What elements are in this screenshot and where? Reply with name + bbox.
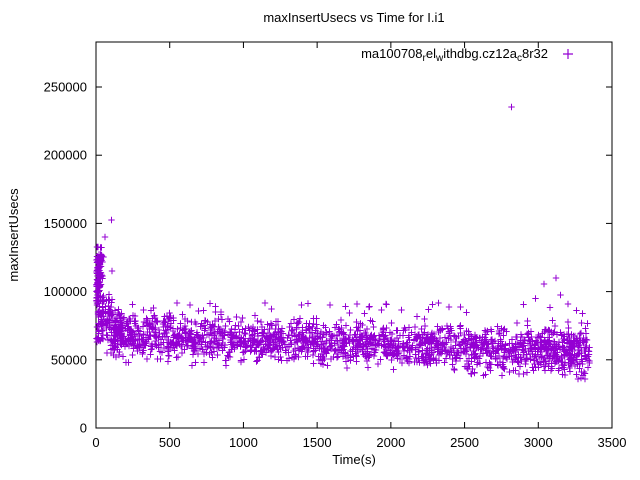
x-tick-label: 3000 bbox=[524, 435, 553, 450]
y-tick-label: 250000 bbox=[44, 80, 87, 95]
x-tick-label: 1000 bbox=[229, 435, 258, 450]
x-tick-label: 500 bbox=[159, 435, 181, 450]
legend: ma100708relwithdbg.cz12ac8r32 bbox=[361, 46, 573, 64]
y-axis-label: maxInsertUsecs bbox=[6, 188, 21, 282]
tick-labels: 0 500 1000 1500 2000 2500 3000 3500 0 50000 100000… bbox=[44, 80, 627, 450]
x-axis-label: Time(s) bbox=[332, 452, 376, 467]
y-tick-label: 100000 bbox=[44, 284, 87, 299]
chart-title: maxInsertUsecs vs Time for I.i1 bbox=[263, 10, 444, 25]
axis-ticks bbox=[95, 42, 613, 429]
x-tick-label: 3500 bbox=[598, 435, 627, 450]
y-tick-label: 200000 bbox=[44, 148, 87, 163]
y-tick-label: 50000 bbox=[51, 352, 87, 367]
x-tick-label: 0 bbox=[92, 435, 99, 450]
legend-label: ma100708relwithdbg.cz12ac8r32 bbox=[361, 46, 548, 64]
legend-marker-plus-icon bbox=[563, 49, 573, 59]
x-tick-label: 1500 bbox=[303, 435, 332, 450]
x-tick-label: 2500 bbox=[450, 435, 479, 450]
x-tick-label: 2000 bbox=[376, 435, 405, 450]
y-tick-label: 0 bbox=[80, 421, 87, 436]
data-points bbox=[93, 103, 593, 383]
y-tick-label: 150000 bbox=[44, 216, 87, 231]
plot-border bbox=[95, 41, 613, 429]
